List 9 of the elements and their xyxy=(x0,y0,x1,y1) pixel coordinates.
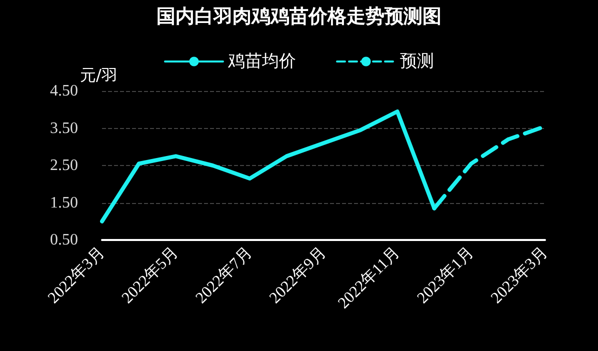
y-tick-label: 3.50 xyxy=(50,120,78,137)
chart-title: 国内白羽肉鸡鸡苗价格走势预测图 xyxy=(156,6,442,28)
legend-label: 鸡苗均价 xyxy=(227,52,296,72)
y-tick-label: 2.50 xyxy=(50,157,78,174)
y-tick-label: 4.50 xyxy=(50,82,78,100)
y-tick-label: 1.50 xyxy=(50,194,78,212)
y-tick-label: 0.50 xyxy=(50,232,78,248)
y-axis-title: 元/羽 xyxy=(80,66,118,84)
legend-label: 预测 xyxy=(400,52,434,72)
